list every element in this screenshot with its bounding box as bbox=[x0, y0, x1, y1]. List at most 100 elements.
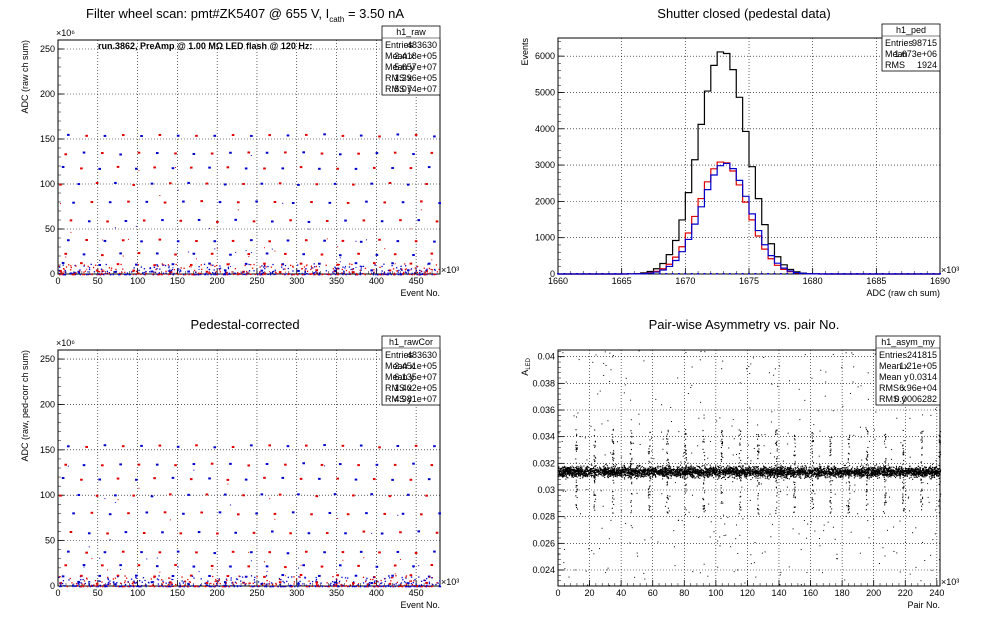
data-point-blue bbox=[140, 240, 143, 243]
data-point bbox=[591, 470, 593, 472]
data-point-base bbox=[225, 269, 227, 272]
data-point-base bbox=[184, 584, 186, 586]
data-point-base bbox=[398, 585, 400, 588]
data-point-red bbox=[226, 478, 230, 481]
data-point-blue bbox=[197, 218, 201, 221]
data-point-base bbox=[200, 264, 202, 266]
data-point-base bbox=[414, 267, 416, 269]
data-point bbox=[841, 474, 843, 476]
data-point-base bbox=[226, 579, 228, 581]
data-point bbox=[702, 469, 704, 471]
data-point-sparse bbox=[250, 560, 252, 562]
x-tick-label: 300 bbox=[289, 588, 304, 598]
data-point-base bbox=[245, 273, 248, 276]
data-point bbox=[813, 472, 816, 474]
data-point-blue bbox=[438, 512, 441, 515]
data-point-base bbox=[405, 582, 407, 584]
data-point-base bbox=[97, 585, 99, 588]
data-point-blue bbox=[433, 240, 436, 243]
data-point bbox=[622, 475, 624, 477]
data-point-blue bbox=[359, 240, 363, 243]
data-point-base bbox=[345, 269, 348, 272]
data-point-sparse bbox=[188, 251, 190, 253]
data-point-base bbox=[407, 585, 410, 588]
data-point-base bbox=[229, 585, 231, 588]
data-point-base bbox=[373, 272, 375, 274]
data-point-base bbox=[426, 273, 428, 276]
data-point bbox=[694, 473, 696, 475]
data-point-base bbox=[403, 581, 406, 583]
data-point bbox=[650, 470, 652, 472]
data-point-base bbox=[88, 584, 90, 586]
data-point bbox=[756, 469, 758, 472]
data-point-red bbox=[85, 238, 88, 241]
data-point-base bbox=[96, 585, 98, 587]
x-tick-label: 400 bbox=[369, 588, 384, 598]
data-point bbox=[795, 471, 797, 473]
x-tick-label: 400 bbox=[369, 276, 384, 286]
data-point bbox=[851, 469, 853, 471]
data-point bbox=[681, 477, 683, 479]
data-point-blue bbox=[396, 550, 400, 553]
data-point-base bbox=[169, 273, 171, 276]
data-point-blue bbox=[318, 477, 321, 480]
data-point-base bbox=[172, 273, 174, 276]
data-point-base bbox=[359, 273, 361, 276]
data-point-base bbox=[396, 270, 398, 272]
data-point bbox=[781, 473, 784, 475]
data-point bbox=[898, 472, 900, 474]
data-point-base bbox=[336, 584, 338, 586]
data-point bbox=[756, 466, 758, 468]
data-point bbox=[708, 469, 710, 471]
data-point-blue bbox=[281, 263, 285, 266]
data-point-sparse bbox=[248, 551, 250, 553]
data-point-base bbox=[406, 273, 409, 275]
data-point-base bbox=[400, 582, 403, 584]
y-tick-label: 250 bbox=[40, 44, 55, 54]
data-point-base bbox=[126, 272, 129, 274]
data-point-sparse bbox=[365, 239, 367, 241]
data-point bbox=[675, 472, 677, 474]
data-point-base bbox=[97, 273, 99, 276]
data-point bbox=[685, 468, 687, 470]
data-point-base bbox=[245, 583, 247, 585]
data-point bbox=[662, 474, 664, 476]
x-tick-label: 120 bbox=[740, 588, 755, 598]
data-point-base bbox=[214, 265, 216, 268]
data-point-red bbox=[80, 262, 83, 265]
data-point bbox=[807, 469, 809, 472]
data-point-base bbox=[126, 273, 128, 276]
data-point-base bbox=[283, 582, 285, 584]
data-point-base bbox=[118, 585, 120, 588]
data-point-base bbox=[297, 581, 300, 584]
data-point bbox=[712, 468, 714, 470]
data-point-base bbox=[140, 585, 143, 587]
data-point-base bbox=[414, 272, 416, 274]
data-point-base bbox=[99, 585, 102, 587]
data-point-red bbox=[64, 252, 68, 255]
data-point bbox=[900, 471, 902, 473]
data-point-red bbox=[163, 201, 167, 204]
baseline-point bbox=[767, 273, 770, 275]
x-exponent: ×10³ bbox=[441, 265, 459, 275]
data-point bbox=[857, 469, 859, 471]
data-point-base bbox=[405, 576, 407, 578]
histogram-blue bbox=[558, 162, 940, 275]
data-point bbox=[690, 468, 692, 470]
data-point-base bbox=[416, 584, 419, 587]
data-point bbox=[862, 465, 864, 467]
data-point bbox=[780, 469, 782, 471]
data-point-base bbox=[242, 271, 244, 274]
data-point-base bbox=[79, 575, 82, 577]
data-point bbox=[794, 468, 796, 470]
data-point-base bbox=[197, 585, 199, 588]
data-point bbox=[728, 467, 730, 469]
data-point-base bbox=[101, 272, 103, 274]
data-point-red bbox=[226, 575, 230, 578]
data-point bbox=[638, 473, 640, 475]
data-point bbox=[846, 467, 848, 469]
data-point-base bbox=[99, 580, 101, 582]
data-point-blue bbox=[354, 167, 358, 170]
data-point bbox=[609, 474, 611, 476]
data-point-base bbox=[430, 585, 433, 588]
